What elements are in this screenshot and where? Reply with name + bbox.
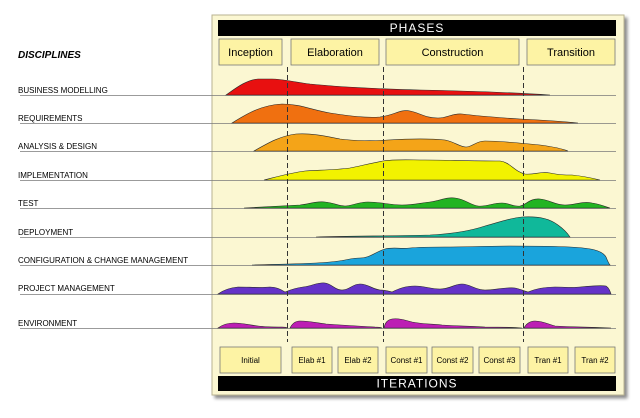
phase-inception: Inception <box>218 38 283 66</box>
discipline-label-test: TEST <box>18 199 39 208</box>
disciplines-heading: DISCIPLINES <box>18 50 81 61</box>
discipline-humps <box>217 78 612 329</box>
iteration-label: Const #3 <box>483 356 516 365</box>
phase-label: Elaboration <box>307 47 363 59</box>
discipline-label-deployment: DEPLOYMENT <box>18 228 73 237</box>
hump-implementation <box>263 159 601 181</box>
hump-environment <box>217 318 612 329</box>
phase-label: Inception <box>228 47 273 59</box>
iteration-elab-1: Elab #1 <box>291 346 333 374</box>
iteration-tran-1: Tran #1 <box>527 346 569 374</box>
hump-test <box>243 197 611 209</box>
phase-label: Construction <box>422 47 484 59</box>
iteration-tran-2: Tran #2 <box>574 346 616 374</box>
iteration-label: Elab #2 <box>344 356 372 365</box>
discipline-label-analysis-design: ANALYSIS & DESIGN <box>18 142 97 151</box>
hump-deployment <box>315 216 571 238</box>
iteration-const-2: Const #2 <box>431 346 474 374</box>
phase-label: Transition <box>547 47 595 59</box>
discipline-label-requirements: REQUIREMENTS <box>18 114 82 123</box>
iterations-title: ITERATIONS <box>376 377 457 391</box>
iteration-label: Initial <box>241 356 260 365</box>
iteration-initial: Initial <box>219 346 282 374</box>
discipline-label-implementation: IMPLEMENTATION <box>18 171 88 180</box>
phase-transition: Transition <box>526 38 616 66</box>
phase-construction: Construction <box>385 38 520 66</box>
iteration-label: Tran #1 <box>534 356 562 365</box>
iteration-label: Elab #1 <box>298 356 326 365</box>
phases-bar <box>218 20 616 36</box>
iteration-const-1: Const #1 <box>385 346 428 374</box>
discipline-label-business-modelling: BUSINESS MODELLING <box>18 86 108 95</box>
iteration-label: Tran #2 <box>581 356 609 365</box>
discipline-label-environment: ENVIRONMENT <box>18 319 77 328</box>
phases-title: PHASES <box>390 21 445 35</box>
discipline-label-project-management: PROJECT MANAGEMENT <box>18 284 115 293</box>
discipline-baselines <box>20 95 616 329</box>
iteration-label: Const #2 <box>436 356 469 365</box>
hump-configuration-change-management <box>251 245 611 266</box>
iteration-elab-2: Elab #2 <box>337 346 379 374</box>
hump-requirements <box>230 103 579 124</box>
iterations-bar <box>218 376 616 391</box>
phase-dividers <box>287 67 524 342</box>
iteration-label: Const #1 <box>390 356 423 365</box>
iteration-const-3: Const #3 <box>478 346 521 374</box>
hump-analysis-design <box>252 133 569 152</box>
hump-project-management <box>217 282 612 295</box>
hump-business-modelling <box>225 78 551 96</box>
phase-elaboration: Elaboration <box>290 38 380 66</box>
discipline-label-configuration-change-management: CONFIGURATION & CHANGE MANAGEMENT <box>18 256 188 265</box>
